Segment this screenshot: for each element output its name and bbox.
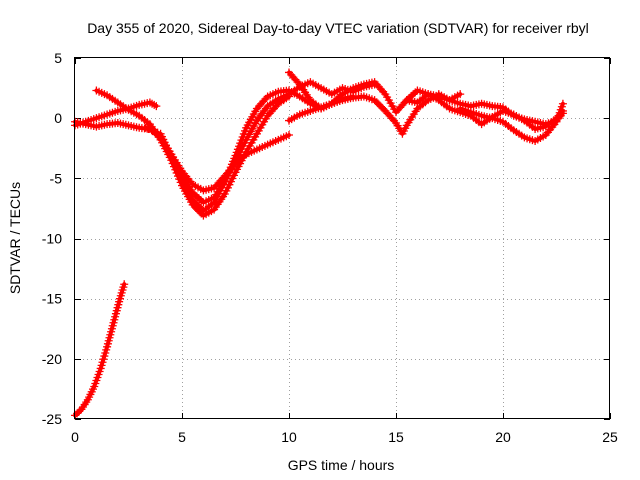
x-axis-label: GPS time / hours [288,457,395,473]
y-tick-label: 5 [54,50,62,66]
series-arc-a [71,280,129,420]
data-point-marker [558,99,567,108]
data-point-marker [558,106,567,115]
tick-layer [75,58,611,420]
grid-layer [75,58,610,419]
series-arc-h [285,91,443,138]
data-point-marker [120,280,129,289]
y-tick-label: -25 [42,411,62,427]
tick-label-layer: 0 5 10 15 20 25 -25 -20 -15 -10 -5 0 5 [42,50,618,445]
y-axis-label: SDTVAR / TECUs [7,182,23,294]
series-arc-b [71,98,161,130]
series-trace [73,282,127,418]
y-tick-label: 0 [54,110,62,126]
plot-frame [74,57,610,419]
x-tick-label: 20 [495,429,511,445]
x-tick-label: 10 [281,429,297,445]
x-tick-label: 15 [388,429,404,445]
x-tick-label: 0 [71,429,79,445]
y-tick-label: -10 [42,231,62,247]
series-layer [71,68,567,420]
chart-title: Day 355 of 2020, Sidereal Day-to-day VTE… [87,20,589,36]
data-point-marker [285,131,293,140]
data-point-marker [152,102,161,111]
x-tick-label: 25 [602,429,618,445]
series-arc-k [402,90,567,133]
data-point-marker [456,90,465,99]
y-tick-label: -15 [42,291,62,307]
x-tick-label: 5 [178,429,186,445]
y-tick-label: -5 [50,170,63,186]
y-tick-label: -20 [42,351,62,367]
